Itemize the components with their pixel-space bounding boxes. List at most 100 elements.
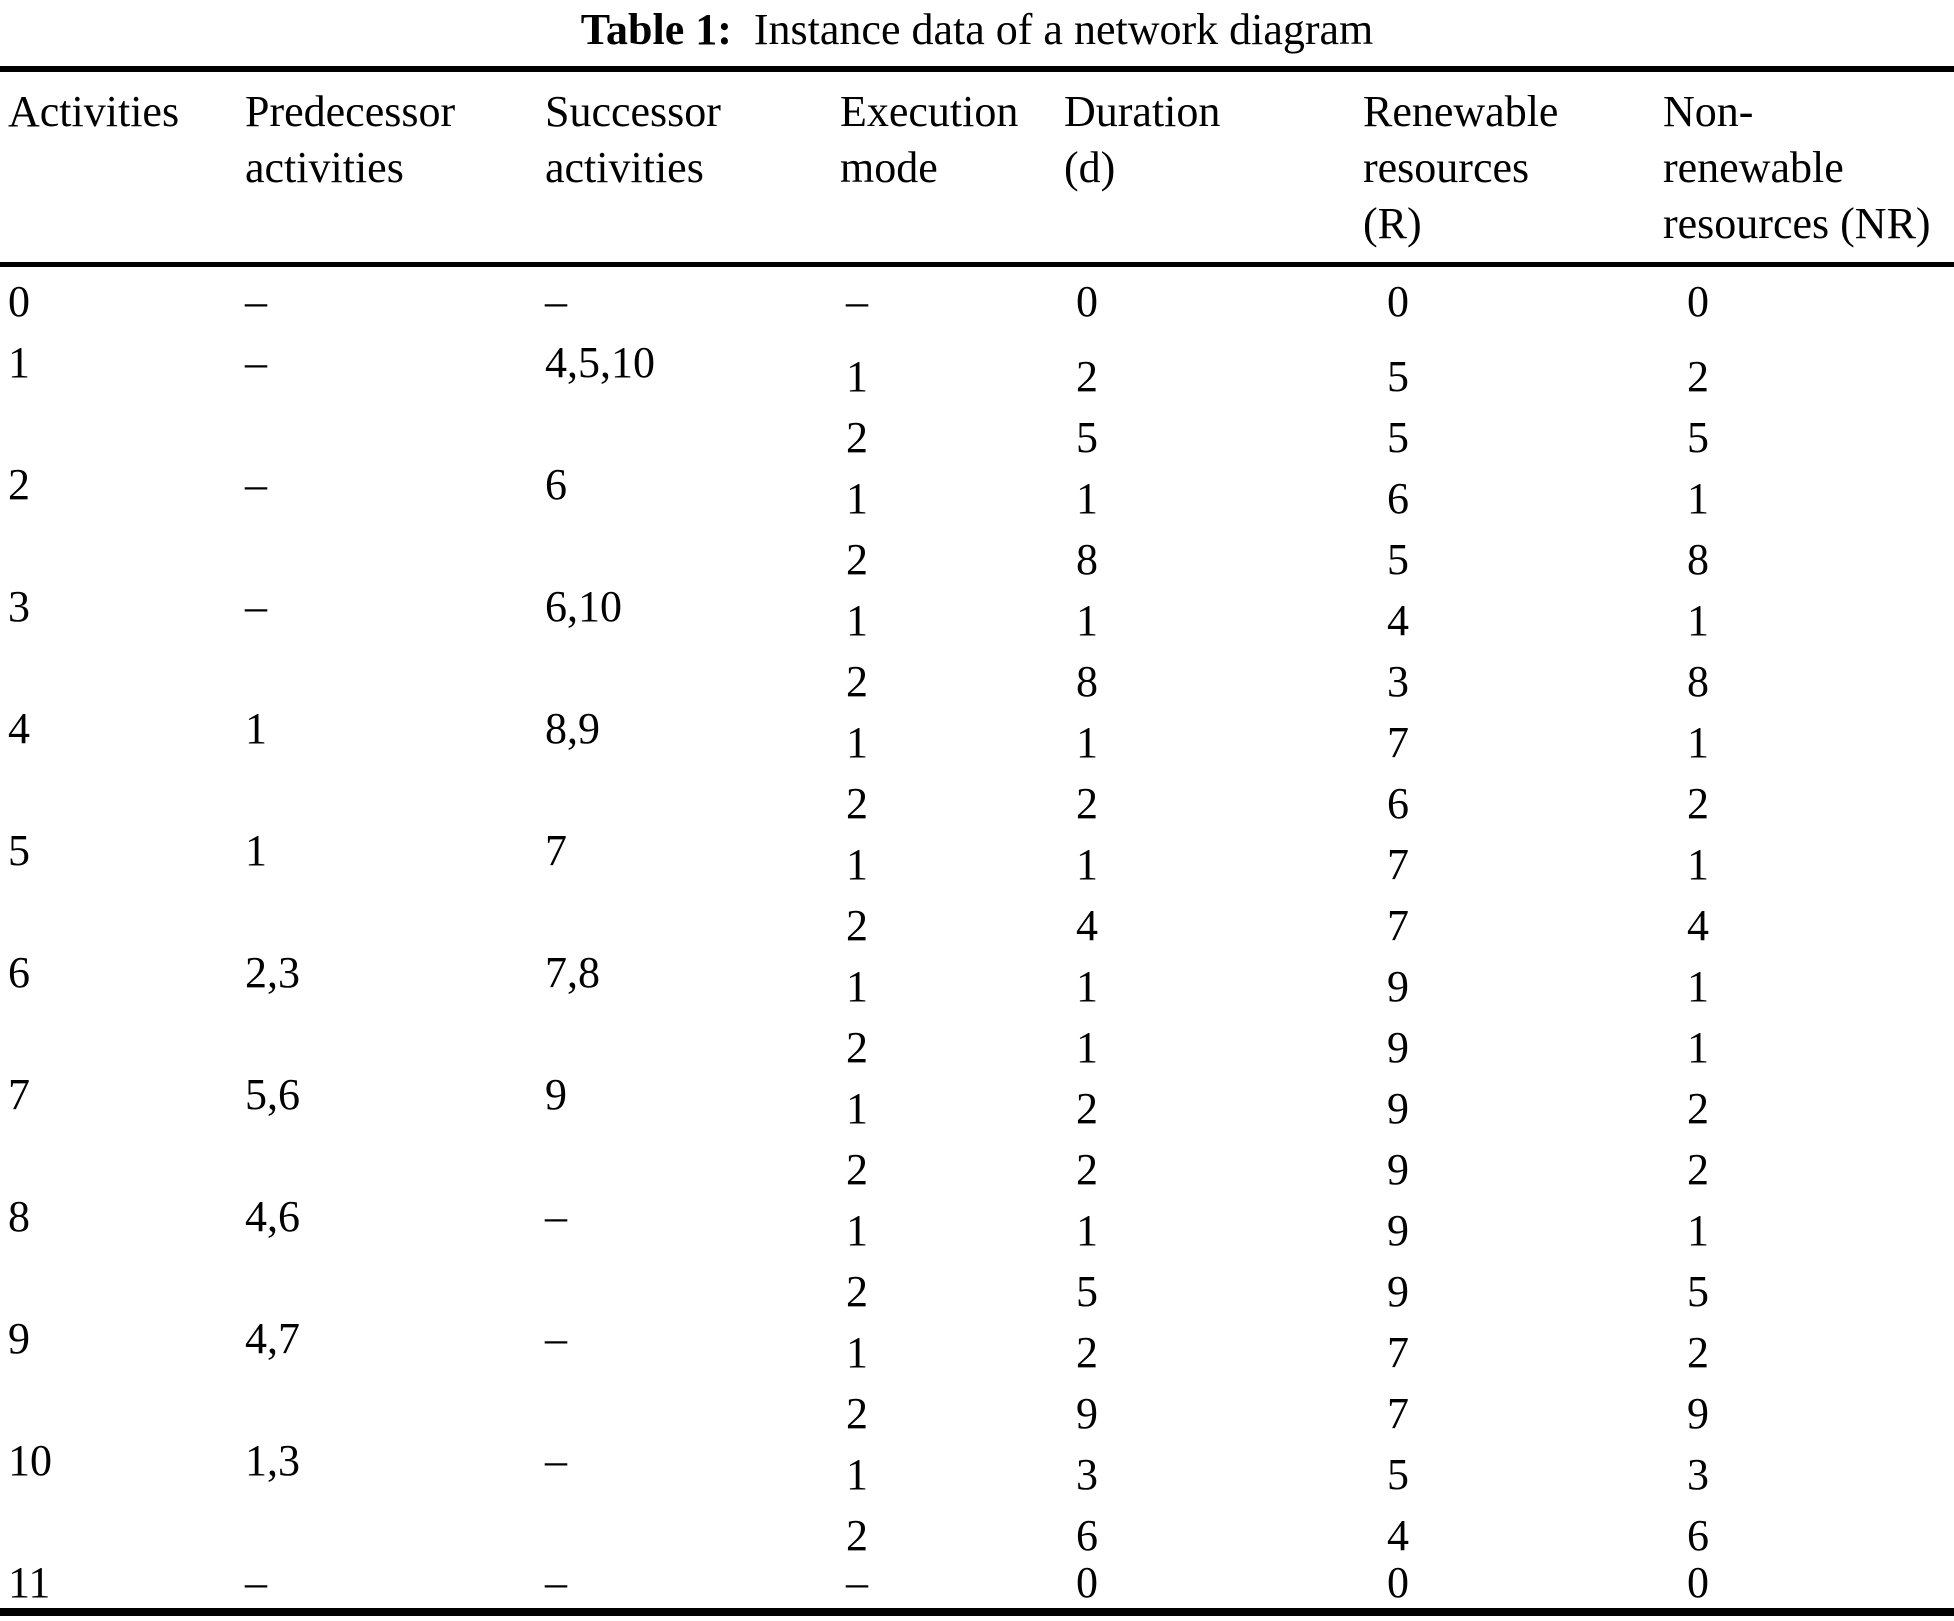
- nonrenewable-resources-cell: 9: [1687, 1389, 1709, 1438]
- duration-cell: 5: [1076, 1267, 1098, 1316]
- table-header-rule: [0, 262, 1954, 267]
- successor-cell: 8,9: [545, 704, 600, 753]
- duration-cell: 1: [1076, 962, 1098, 1011]
- execution-mode-cell: 1: [846, 474, 868, 523]
- table-row-activity-11-line-1: 11 – – – 0 0 0: [0, 1552, 1954, 1613]
- activity-cell: 7: [8, 1070, 30, 1119]
- col-header-line: resources: [1363, 143, 1530, 192]
- renewable-resources-cell: 9: [1387, 1145, 1409, 1194]
- renewable-resources-cell: 5: [1387, 413, 1409, 462]
- col-header-line: activities: [245, 143, 404, 192]
- predecessor-cell: –: [245, 460, 267, 509]
- activity-cell: [8, 1125, 245, 1186]
- renewable-resources-cell: 7: [1387, 718, 1409, 767]
- table-row-activity-1-line-2: 2 5 5 5: [0, 393, 1954, 462]
- renewable-resources-cell: 7: [1387, 1328, 1409, 1377]
- successor-cell: –: [545, 1558, 567, 1607]
- predecessor-cell: [245, 759, 545, 820]
- nonrenewable-resources-cell: 2: [1687, 1145, 1709, 1194]
- predecessor-cell: 1: [245, 704, 267, 753]
- predecessor-cell: [245, 515, 545, 576]
- activity-cell: 2: [8, 460, 30, 509]
- col-header-line: (d): [1064, 143, 1116, 192]
- predecessor-cell: –: [245, 277, 267, 326]
- activity-cell: 4: [8, 704, 30, 753]
- renewable-resources-cell: 9: [1387, 1206, 1409, 1255]
- duration-cell: 1: [1076, 1023, 1098, 1072]
- activity-cell: 8: [8, 1192, 30, 1241]
- renewable-resources-cell: 7: [1387, 901, 1409, 950]
- successor-cell: –: [545, 1192, 567, 1241]
- table-row-activity-4-line-2: 2 2 6 2: [0, 759, 1954, 828]
- execution-mode-cell: 1: [846, 596, 868, 645]
- table-row-activity-8-line-1: 8 4,6 – 1 1 9 1: [0, 1186, 1954, 1255]
- nonrenewable-resources-cell: 1: [1687, 840, 1709, 889]
- predecessor-cell: [245, 1125, 545, 1186]
- duration-cell: 2: [1076, 779, 1098, 828]
- execution-mode-cell: 1: [846, 840, 868, 889]
- duration-cell: 2: [1076, 1328, 1098, 1377]
- activity-cell: 0: [8, 277, 30, 326]
- predecessor-cell: –: [245, 582, 267, 631]
- nonrenewable-resources-cell: 8: [1687, 657, 1709, 706]
- renewable-resources-cell: 6: [1387, 474, 1409, 523]
- predecessor-cell: –: [245, 1558, 267, 1607]
- activity-cell: [8, 393, 245, 454]
- nonrenewable-resources-cell: 6: [1687, 1511, 1709, 1560]
- successor-cell: 7,8: [545, 948, 600, 997]
- successor-cell: 6,10: [545, 582, 622, 631]
- col-header-renewable: Renewable resources (R): [1363, 84, 1663, 252]
- duration-cell: 8: [1076, 657, 1098, 706]
- activity-cell: 10: [8, 1436, 52, 1485]
- activity-cell: [8, 1003, 245, 1064]
- renewable-resources-cell: 9: [1387, 1267, 1409, 1316]
- col-header-successor: Successor activities: [545, 84, 840, 252]
- successor-cell: [545, 1491, 840, 1552]
- successor-cell: [545, 515, 840, 576]
- table-caption-label: Table 1:: [580, 5, 732, 54]
- table-top-rule: [0, 66, 1954, 72]
- renewable-resources-cell: 7: [1387, 1389, 1409, 1438]
- activity-cell: 1: [8, 338, 30, 387]
- col-header-line: Activities: [8, 87, 180, 136]
- successor-cell: [545, 637, 840, 698]
- successor-cell: [545, 759, 840, 820]
- activity-cell: 11: [8, 1558, 51, 1607]
- col-header-execution-mode: Execution mode: [840, 84, 1064, 252]
- nonrenewable-resources-cell: 5: [1687, 1267, 1709, 1316]
- execution-mode-cell: 1: [846, 1206, 868, 1255]
- renewable-resources-cell: 4: [1387, 596, 1409, 645]
- duration-cell: 1: [1076, 1206, 1098, 1255]
- predecessor-cell: 5,6: [245, 1070, 300, 1119]
- renewable-resources-cell: 3: [1387, 657, 1409, 706]
- duration-cell: 1: [1076, 718, 1098, 767]
- execution-mode-cell: 2: [846, 1511, 868, 1560]
- predecessor-cell: 2,3: [245, 948, 300, 997]
- table-caption-text: [743, 5, 754, 54]
- renewable-resources-cell: 0: [1387, 277, 1409, 326]
- execution-mode-cell: 2: [846, 535, 868, 584]
- successor-cell: 6: [545, 460, 567, 509]
- table-row-activity-10-line-2: 2 6 4 6: [0, 1491, 1954, 1560]
- table-row-activity-8-line-2: 2 5 9 5: [0, 1247, 1954, 1316]
- duration-cell: 0: [1076, 277, 1098, 326]
- successor-cell: –: [545, 1436, 567, 1485]
- predecessor-cell: –: [245, 338, 267, 387]
- execution-mode-cell: 1: [846, 352, 868, 401]
- activity-cell: [8, 759, 245, 820]
- nonrenewable-resources-cell: 2: [1687, 1084, 1709, 1133]
- predecessor-cell: [245, 1369, 545, 1430]
- col-header-line: resources (NR): [1663, 199, 1931, 248]
- successor-cell: [545, 881, 840, 942]
- activity-cell: 5: [8, 826, 30, 875]
- duration-cell: 5: [1076, 413, 1098, 462]
- duration-cell: 9: [1076, 1389, 1098, 1438]
- execution-mode-cell: 2: [846, 657, 868, 706]
- table-body: 0– – –0 0 0 1–4,5,10 1 2 5 2 2 5 5 5 2–6 1 1 6 1 2 8 5 8 3–6,10…: [0, 267, 1954, 1613]
- table-row-activity-5-line-1: 5 1 7 1 1 7 1: [0, 820, 1954, 889]
- duration-cell: 2: [1076, 352, 1098, 401]
- duration-cell: 1: [1076, 474, 1098, 523]
- nonrenewable-resources-cell: 3: [1687, 1450, 1709, 1499]
- successor-cell: 4,5,10: [545, 338, 655, 387]
